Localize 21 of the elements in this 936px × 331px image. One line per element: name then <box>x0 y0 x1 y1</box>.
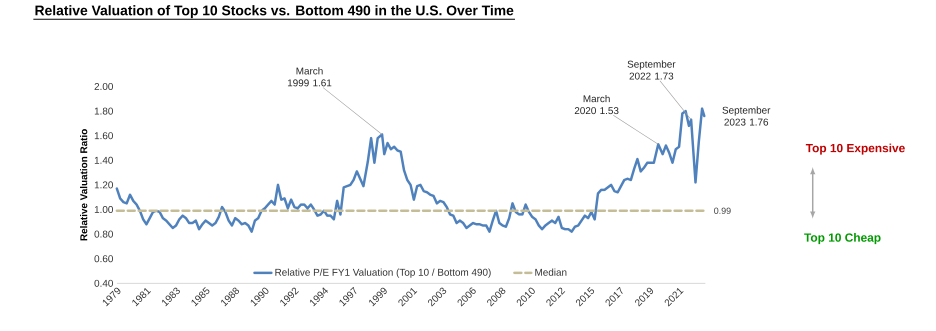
y-tick-label: 1.60 <box>94 132 113 140</box>
chart-title: Relative Valuation of Top 10 Stocks vs. Bottom 490 in the U.S. Over Time <box>35 5 514 18</box>
y-axis-title: Relative Valuation Ratio <box>80 129 88 240</box>
annotation: September 2023 1.76 <box>722 106 770 126</box>
legend-label: Median <box>535 268 566 276</box>
y-tick-label: 0.40 <box>94 280 113 287</box>
legend-label: Relative P/E FY1 Valuation (Top 10 / Bottom 490) <box>275 268 491 278</box>
y-tick-label: 1.00 <box>94 206 113 213</box>
annotation: September 2022 1.73 <box>628 60 676 80</box>
y-tick-label: 1.80 <box>94 108 113 115</box>
y-tick-label: 2.00 <box>94 82 113 90</box>
text: Top 10 Cheap <box>804 233 881 244</box>
text: Top 10 Expensive <box>806 144 905 155</box>
y-tick-label: 0.60 <box>94 255 113 262</box>
line-series <box>116 107 706 233</box>
data-label: 0.99 <box>714 208 731 214</box>
y-tick-label: 1.20 <box>94 181 113 188</box>
annotation: March 1999 1.61 <box>288 67 332 86</box>
y-tick-label: 0.80 <box>94 230 113 238</box>
y-tick-label: 1.40 <box>94 156 113 164</box>
annotation: March 2020 1.53 <box>574 94 618 114</box>
